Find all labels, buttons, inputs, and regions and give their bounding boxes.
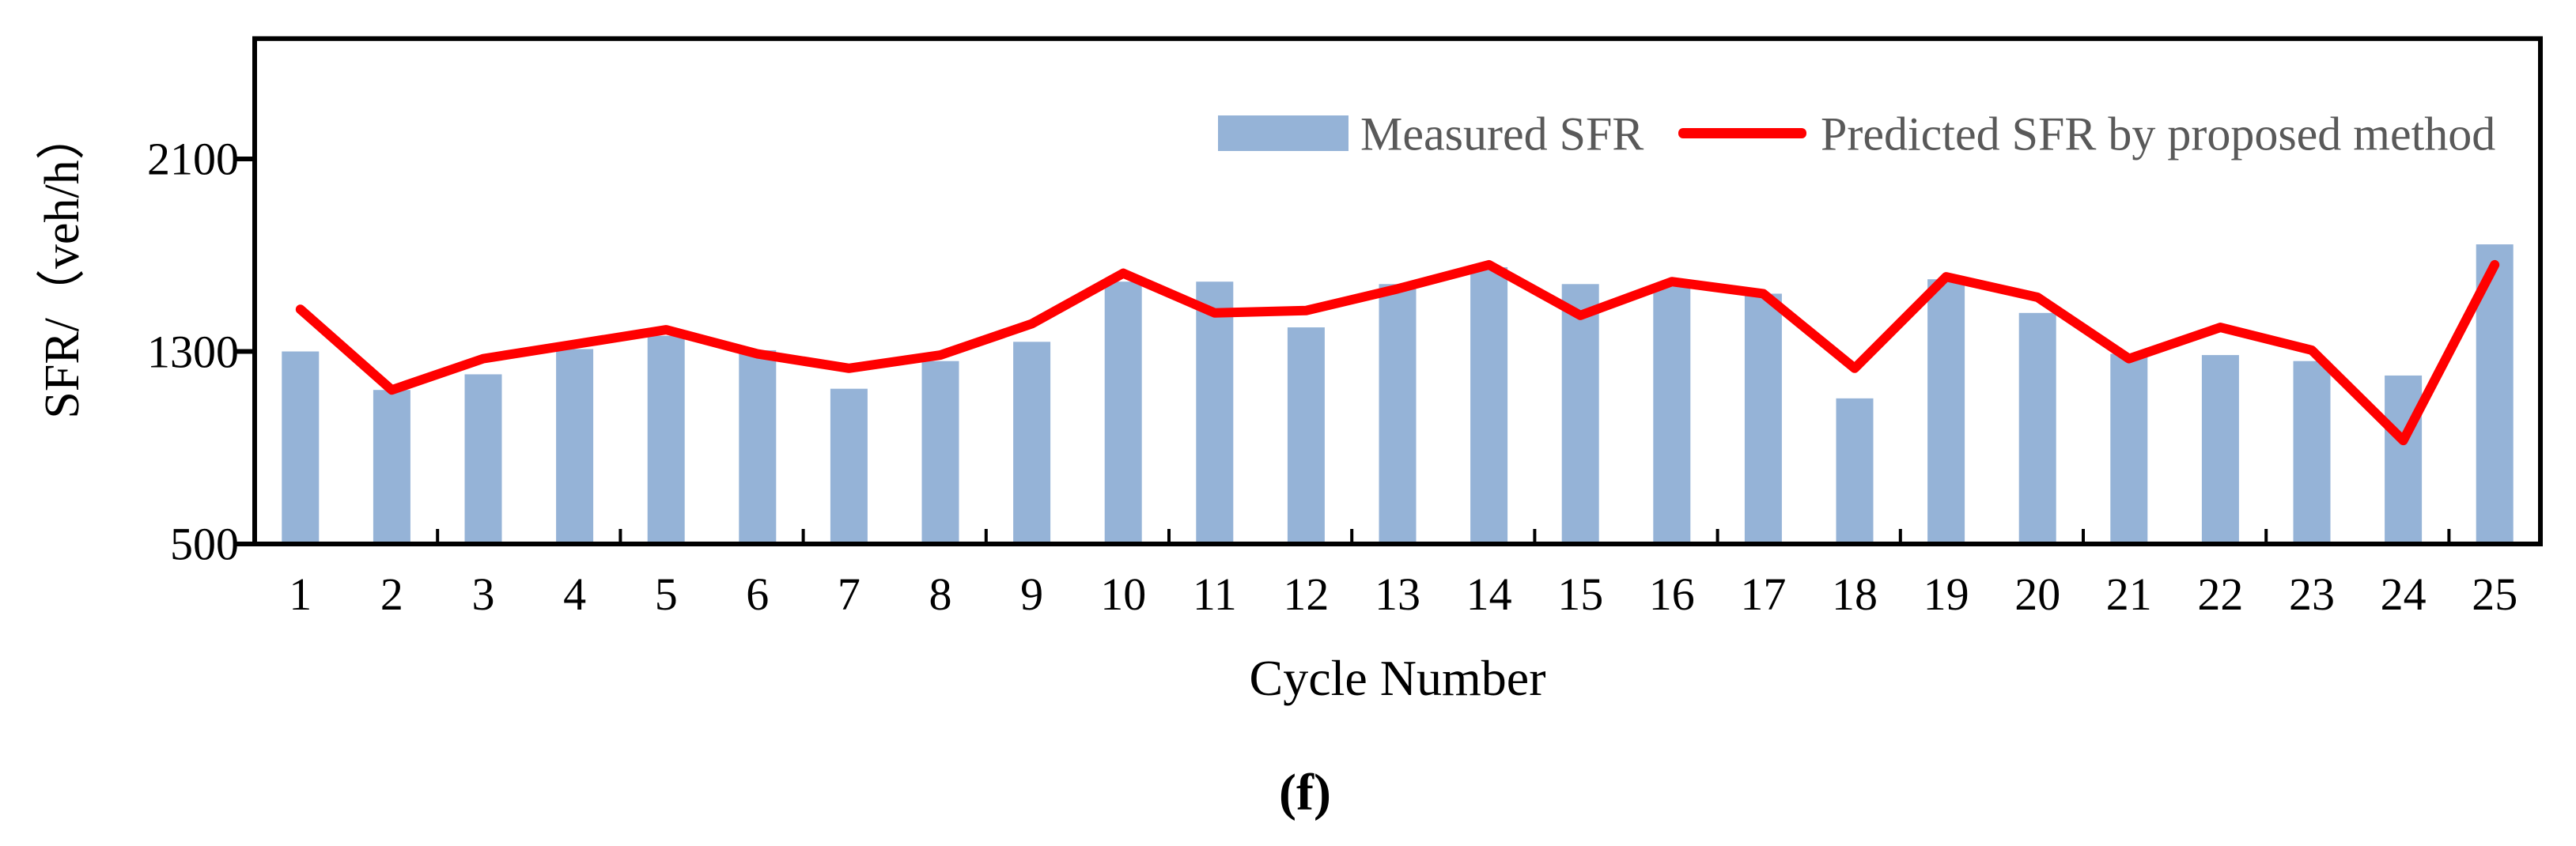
x-tick-label-15: 15 (1557, 568, 1604, 620)
measured-sfr-bar-20 (2018, 312, 2056, 544)
predicted-sfr-line (295, 259, 2500, 446)
x-tick-label-24: 24 (2380, 568, 2427, 620)
measured-sfr-bar-9 (1013, 342, 1051, 544)
measured-sfr-bar-10 (1104, 281, 1142, 544)
measured-sfr-bar-23 (2293, 361, 2331, 544)
y-tick-label-500: 500 (170, 518, 239, 570)
x-tick-label-25: 25 (2472, 568, 2518, 620)
y-axis-ticks (234, 157, 255, 546)
x-tick-label-7: 7 (837, 568, 861, 620)
x-tick-label-5: 5 (654, 568, 678, 620)
x-tick-label-18: 18 (1832, 568, 1878, 620)
y-tick-label-1300: 1300 (147, 326, 239, 377)
measured-sfr-bar-12 (1287, 327, 1325, 544)
x-tick-label-19: 19 (1923, 568, 1969, 620)
measured-sfr-bar-2 (373, 390, 410, 544)
x-tick-label-10: 10 (1100, 568, 1147, 620)
measured-sfr-bar-4 (556, 349, 594, 544)
measured-sfr-bar-24 (2385, 375, 2423, 544)
x-tick-label-4: 4 (563, 568, 587, 620)
predicted-sfr-legend-label: Predicted SFR by proposed method (1821, 108, 2496, 161)
plot-border (252, 36, 2543, 546)
x-tick-label-11: 11 (1192, 568, 1237, 620)
x-tick-label-23: 23 (2289, 568, 2335, 620)
x-axis-title: Cycle Number (1249, 650, 1546, 706)
y-axis-title: SFR/（veh/h） (36, 111, 89, 419)
x-tick-label-1: 1 (289, 568, 312, 620)
measured-sfr-bar-17 (1744, 293, 1782, 544)
measured-sfr-bar-16 (1653, 286, 1691, 544)
y-tick-label-2100: 2100 (147, 133, 239, 185)
measured-sfr-bar-22 (2201, 355, 2239, 544)
x-tick-label-9: 9 (1020, 568, 1044, 620)
measured-sfr-bar-3 (464, 374, 502, 544)
measured-sfr-bar-8 (921, 361, 959, 544)
x-tick-label-17: 17 (1740, 568, 1787, 620)
x-axis-ticks (436, 529, 2451, 544)
measured-sfr-bar-5 (647, 335, 685, 544)
measured-sfr-bar-21 (2110, 353, 2148, 544)
measured-sfr-bar-19 (1927, 279, 1965, 544)
x-tick-label-13: 13 (1375, 568, 1420, 620)
measured-sfr-bar-13 (1379, 284, 1417, 544)
measured-sfr-bar-1 (282, 351, 320, 544)
measured-sfr-legend-label: Measured SFR (1360, 108, 1644, 161)
x-tick-label-22: 22 (2197, 568, 2244, 620)
x-tick-label-2: 2 (380, 568, 403, 620)
x-tick-label-6: 6 (746, 568, 770, 620)
panel-label: (f) (1279, 764, 1331, 821)
measured-sfr-bar-11 (1196, 281, 1234, 544)
x-tick-label-20: 20 (2014, 568, 2061, 620)
x-tick-label-21: 21 (2105, 568, 2152, 620)
predicted-sfr-legend-line (1678, 128, 1806, 138)
x-tick-label-16: 16 (1648, 568, 1695, 620)
measured-sfr-swatch (1218, 115, 1349, 151)
x-tick-label-8: 8 (929, 568, 952, 620)
measured-sfr-bar-7 (830, 388, 868, 544)
x-tick-label-3: 3 (471, 568, 495, 620)
measured-sfr-bar-15 (1561, 284, 1599, 544)
measured-sfr-bar-6 (739, 349, 777, 544)
x-tick-label-12: 12 (1283, 568, 1330, 620)
x-tick-label-14: 14 (1466, 568, 1512, 620)
measured-sfr-bar-18 (1836, 398, 1874, 544)
measured-sfr-bar-14 (1470, 266, 1508, 544)
measured-sfr-bars (282, 244, 2514, 544)
